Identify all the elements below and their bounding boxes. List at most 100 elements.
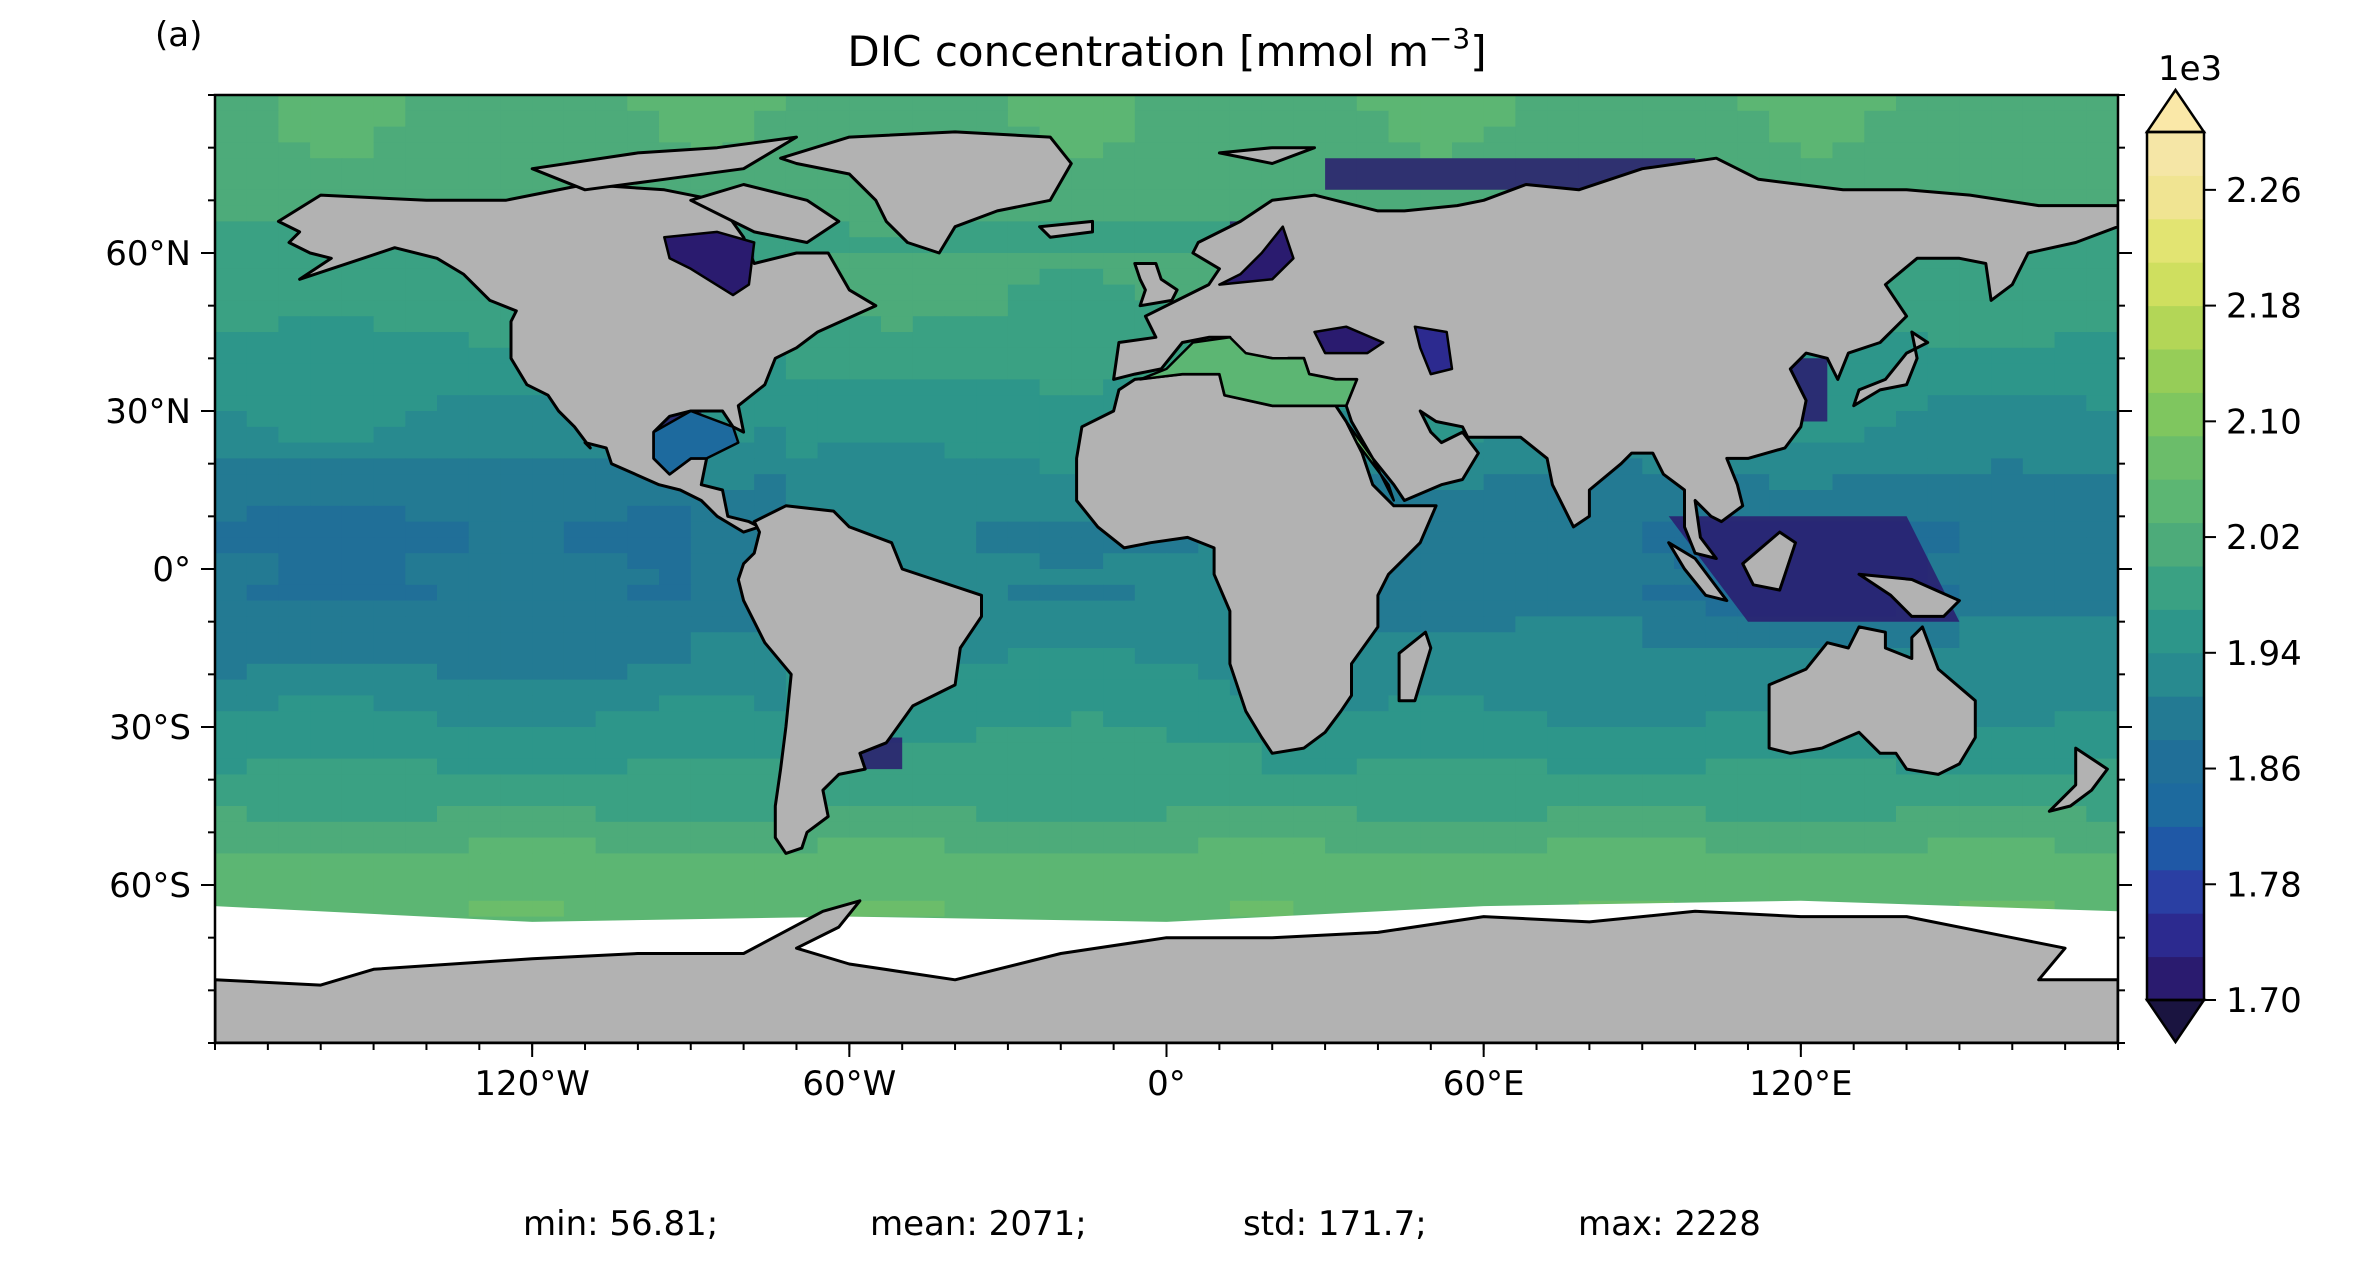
ocean-cell <box>1198 900 1231 918</box>
ocean-cell <box>563 790 597 807</box>
ocean-cell <box>912 742 946 760</box>
ocean-cell <box>1166 869 1199 886</box>
x-tick-label: 60°E <box>1443 1064 1525 1104</box>
ocean-cell <box>1166 790 1199 807</box>
ocean-cell <box>2054 521 2087 538</box>
ocean-cell <box>2022 584 2056 602</box>
ocean-cell <box>1261 821 1294 839</box>
ocean-cell <box>2086 379 2118 396</box>
ocean-cell <box>1800 885 1834 902</box>
ocean-cell <box>1452 490 1485 507</box>
ocean-cell <box>912 363 946 380</box>
ocean-cell <box>1198 126 1231 143</box>
ocean-cell <box>215 679 248 696</box>
ocean-cell <box>659 569 692 586</box>
ocean-cell <box>881 442 914 459</box>
ocean-cell <box>1769 648 1802 665</box>
ocean-cell <box>1737 727 1770 744</box>
ocean-cell <box>1991 679 2024 696</box>
ocean-cell <box>246 442 279 459</box>
ocean-cell <box>1325 869 1358 886</box>
ocean-cell <box>310 174 343 191</box>
ocean-cell <box>1610 837 1643 854</box>
ocean-cell <box>341 821 375 839</box>
ocean-cell <box>278 648 311 665</box>
ocean-cell <box>1832 126 1865 143</box>
ocean-cell <box>1674 126 1707 143</box>
ocean-cell <box>1071 395 1104 412</box>
ocean-cell <box>1515 711 1548 728</box>
ocean-cell <box>1261 174 1294 191</box>
ocean-cell <box>944 426 977 444</box>
ocean-cell <box>912 853 946 870</box>
ocean-cell <box>1769 142 1802 159</box>
ocean-cell <box>1515 806 1548 823</box>
sea-gulf-of-mexico <box>652 409 740 476</box>
ocean-cell <box>1039 521 1072 538</box>
ocean-cell <box>563 679 597 696</box>
ocean-cell <box>373 648 406 665</box>
colorbar-segment <box>2147 956 2204 1001</box>
ocean-cell <box>500 774 533 791</box>
ocean-cell <box>1293 885 1326 902</box>
ocean-cell <box>405 553 438 570</box>
ocean-cell <box>2054 505 2087 523</box>
ocean-cell <box>215 663 248 681</box>
ocean-cell <box>2086 695 2118 712</box>
ocean-cell <box>1134 648 1168 665</box>
ocean-cell <box>1927 837 1960 854</box>
ocean-cell <box>881 426 914 444</box>
ocean-cell <box>659 110 692 128</box>
ocean-cell <box>1007 806 1041 823</box>
ocean-cell <box>1832 837 1865 854</box>
ocean-cell <box>2086 158 2118 175</box>
ocean-cell <box>2022 695 2056 712</box>
ocean-cell <box>310 806 343 823</box>
ocean-cell <box>2086 395 2118 412</box>
ocean-cell <box>627 584 660 602</box>
ocean-cell <box>468 853 501 870</box>
ocean-cell <box>659 616 692 633</box>
ocean-cell <box>278 537 311 554</box>
ocean-cell <box>627 695 660 712</box>
ocean-cell <box>278 126 311 143</box>
ocean-cell <box>1039 821 1072 839</box>
ocean-cell <box>1578 584 1612 602</box>
ocean-cell <box>627 885 660 902</box>
ocean-cell <box>246 284 279 301</box>
ocean-cell <box>1959 584 1992 602</box>
ocean-cell <box>1515 521 1548 538</box>
ocean-cell <box>1769 95 1802 112</box>
ocean-cell <box>849 774 882 791</box>
ocean-cell <box>722 474 755 491</box>
ocean-cell <box>1832 869 1865 886</box>
colorbar-segment <box>2147 392 2204 437</box>
ocean-cell <box>405 695 438 712</box>
ocean-cell <box>1927 853 1960 870</box>
ocean-cell <box>1103 900 1136 918</box>
ocean-cell <box>1515 95 1548 112</box>
ocean-cell <box>1039 458 1072 475</box>
ocean-cell <box>1007 853 1041 870</box>
ocean-cell <box>785 95 819 112</box>
ocean-cell <box>215 379 248 396</box>
ocean-cell <box>1388 727 1421 744</box>
ocean-cell <box>1769 632 1802 649</box>
ocean-cell <box>437 679 470 696</box>
ocean-cell <box>1991 332 2024 349</box>
ocean-cell <box>278 663 311 681</box>
ocean-cell <box>1991 790 2024 807</box>
ocean-cell <box>1991 742 2024 760</box>
ocean-cell <box>722 537 755 554</box>
ocean-cell <box>1769 458 1802 475</box>
ocean-cell <box>1642 790 1675 807</box>
y-tick-label: 30°S <box>109 708 191 748</box>
ocean-cell <box>659 695 692 712</box>
ocean-cell <box>246 727 279 744</box>
ocean-cell <box>976 758 1009 775</box>
ocean-cell <box>1864 869 1897 886</box>
ocean-cell <box>2022 790 2056 807</box>
ocean-cell <box>1800 110 1834 128</box>
ocean-cell <box>1039 411 1072 428</box>
ocean-cell <box>1578 837 1612 854</box>
